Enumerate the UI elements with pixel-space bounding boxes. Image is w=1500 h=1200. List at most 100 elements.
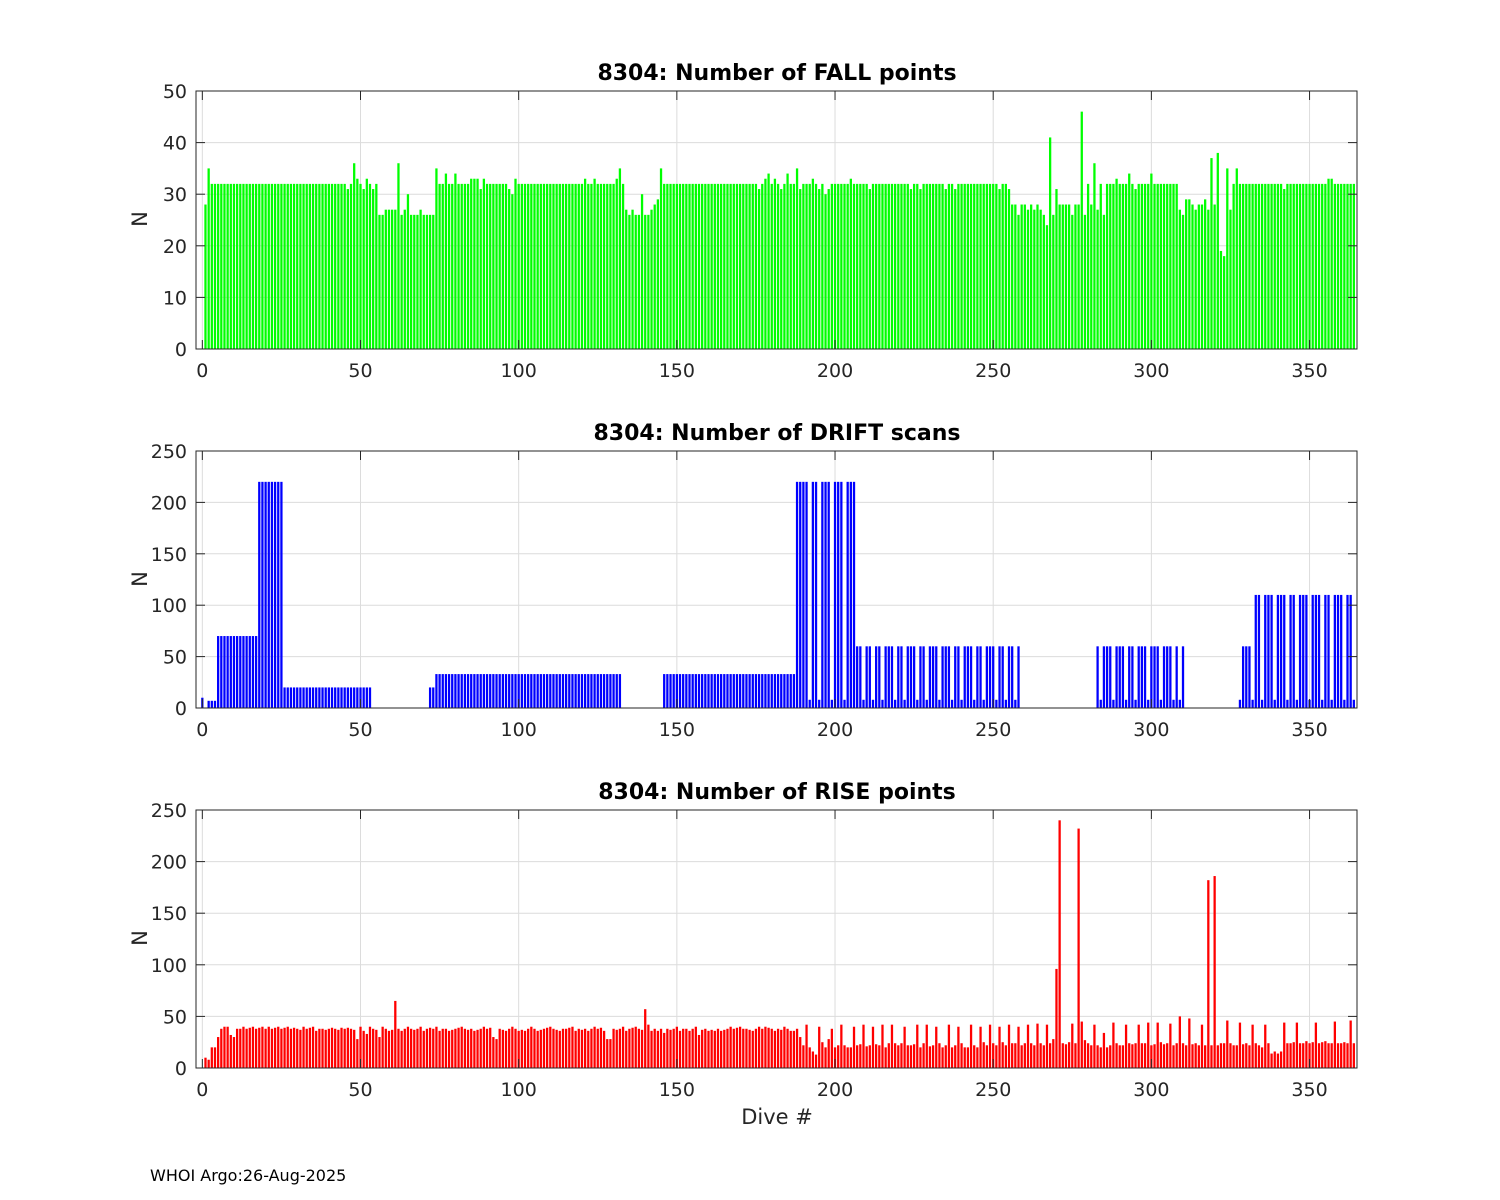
drift-bar [767,674,770,708]
fall-bar [682,183,685,349]
rise-bar [400,1030,403,1068]
drift-bar [492,674,495,708]
fall-bar [571,183,574,349]
rise-bar [299,1029,302,1068]
rise-bar [501,1029,504,1068]
rise-bar [311,1026,315,1068]
rise-bar [1159,1042,1162,1068]
fall-bar [273,183,277,349]
rise-bar [1039,1043,1042,1068]
fall-bar [1349,183,1352,349]
drift-bar [1349,594,1352,708]
drift-xtick-label: 300 [1133,719,1169,741]
drift-bar [1014,699,1017,708]
rise-bar [454,1028,457,1068]
drift-bar [1333,594,1336,708]
fall-bar [258,183,261,349]
drift-bar [792,674,796,708]
fall-bar [1064,204,1068,349]
drift-bar [511,674,514,708]
drift-bar [530,674,533,708]
fall-bar [609,183,612,349]
rise-bar [602,1030,606,1068]
fall-bar [1105,183,1109,349]
fall-bar [1207,209,1210,349]
rise-bar [780,1029,783,1068]
drift-bar [571,674,574,708]
drift-bar [574,674,577,708]
rise-bar [751,1030,754,1068]
rise-bar [286,1026,289,1068]
fall-bar [428,214,432,349]
drift-bar [359,687,362,708]
drift-bar [1121,646,1125,708]
rise-bar [1267,1043,1270,1068]
drift-bar [340,687,343,708]
fall-bar [372,189,375,349]
fall-bar [1232,183,1235,349]
rise-bar [862,1024,865,1068]
rise-bar [963,1047,966,1068]
drift-bar [1302,594,1305,708]
fall-y-axis-label: N [128,211,152,227]
fall-bar [1185,199,1188,349]
rise-bar [745,1028,748,1068]
rise-bar [688,1030,691,1068]
fall-bar [444,173,448,349]
fall-bar [710,183,713,349]
rise-bar [846,1047,849,1068]
drift-bar [593,674,596,708]
rise-bar [1109,1045,1112,1068]
rise-bar [625,1030,628,1068]
drift-bar [678,674,682,708]
fall-bar [1001,183,1004,349]
rise-bar [264,1028,267,1068]
drift-bar [251,636,255,708]
drift-bar [561,674,565,708]
rise-bar [1140,1043,1144,1068]
rise-ytick-label: 150 [151,903,187,925]
drift-bar [1292,594,1295,708]
fall-bar [884,183,887,349]
rise-bar [229,1034,232,1068]
drift-bar [504,674,508,708]
fall-bar [963,183,966,349]
rise-bar [818,1026,821,1068]
fall-bar [1308,183,1311,349]
drift-bar [1131,646,1134,708]
rise-bar [1219,1043,1223,1068]
drift-bar [1096,646,1099,708]
fall-bar [1191,204,1194,349]
fall-bar [1279,183,1283,349]
fall-bar [425,214,429,349]
rise-bar [1172,1045,1175,1068]
fall-bar [856,183,859,349]
rise-bar [1295,1022,1299,1068]
drift-bar [976,646,979,708]
rise-bar [549,1026,552,1068]
drift-bar [552,674,555,708]
fall-bar [1283,189,1286,349]
rise-bar [1197,1045,1200,1068]
rise-bar [799,1037,802,1068]
fall-bar [1077,204,1080,349]
fall-bar [368,183,372,349]
rise-bar [881,1024,884,1068]
fall-bar [1178,209,1181,349]
rise-bar [539,1029,542,1068]
fall-ytick-label: 50 [163,81,187,103]
fall-bar [460,183,463,349]
fall-bar [498,183,501,349]
drift-bar [849,481,852,708]
drift-bar [682,674,685,708]
drift-bar [612,674,615,708]
fall-bar [909,189,913,349]
rise-bar [289,1028,293,1068]
rise-bar [931,1045,935,1068]
drift-bar [489,674,492,708]
fall-bar [204,204,207,349]
fall-bar [814,183,818,349]
rise-bar [1349,1020,1352,1068]
fall-bar [871,183,875,349]
fall-bar [1251,183,1254,349]
